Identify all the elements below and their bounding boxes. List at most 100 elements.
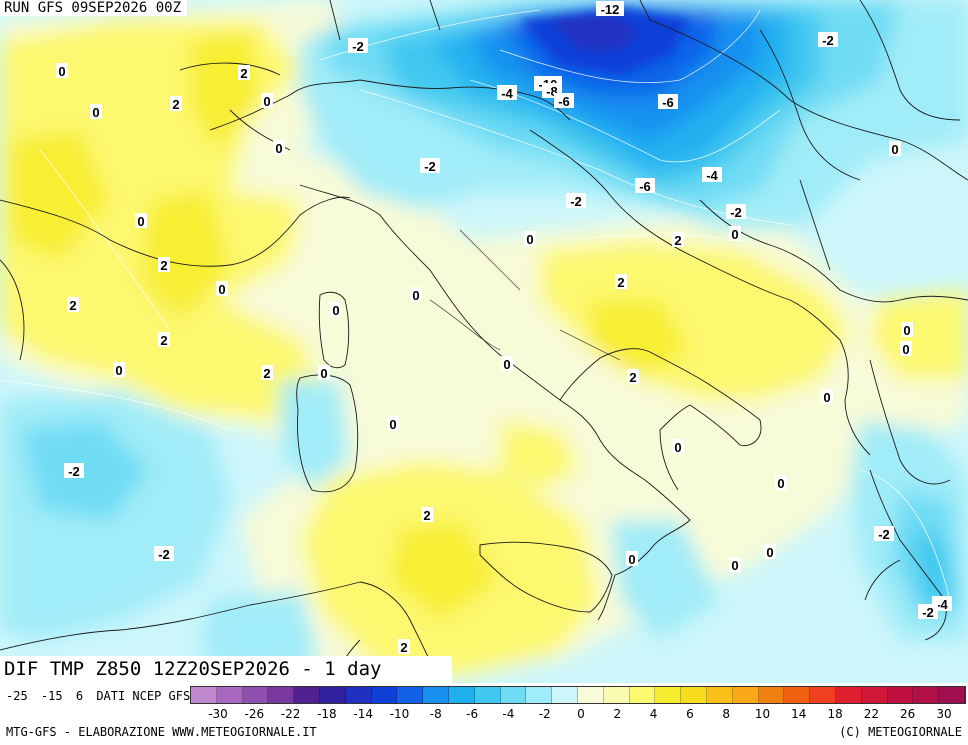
svg-text:0: 0 [412,288,419,303]
contour-value-label: -2 [726,204,746,220]
contour-value-label: 2 [238,65,250,81]
svg-text:0: 0 [58,64,65,79]
legend-swatch [655,687,682,703]
svg-text:0: 0 [891,142,898,157]
svg-text:0: 0 [263,94,270,109]
svg-text:2: 2 [69,298,76,313]
legend-swatch [706,687,733,703]
contour-value-label: 0 [889,141,901,157]
legend-tick-label: -18 [317,707,337,721]
contour-value-label: 0 [900,341,912,357]
contour-value-label: -12 [596,1,624,17]
isolines [0,9,951,601]
svg-text:2: 2 [263,366,270,381]
contour-value-label: -4 [702,167,722,183]
contour-value-label: 0 [273,140,285,156]
legend-swatch [784,687,811,703]
svg-text:-4: -4 [501,86,513,101]
legend-swatch [835,687,862,703]
contour-value-label: 2 [627,369,639,385]
legend-swatch [397,687,424,703]
svg-text:0: 0 [115,363,122,378]
temperature-anomaly-map[interactable]: -12-2-202-10-8-4-6-620000-2-4-6-2-200202… [0,0,968,683]
svg-text:-2: -2 [570,194,582,209]
svg-text:-12: -12 [601,2,620,17]
contour-value-label: 0 [387,416,399,432]
source-overlap-fragment: 6 [75,689,84,703]
legend-tick-label: 26 [900,707,916,721]
svg-text:2: 2 [172,97,179,112]
legend-swatch [939,687,965,703]
legend-swatch [191,687,217,703]
color-scale-legend [190,686,966,704]
legend-tick-label: 18 [827,707,843,721]
svg-text:0: 0 [275,141,282,156]
svg-text:2: 2 [400,640,407,655]
contour-value-label: 0 [318,365,330,381]
anomaly-shading [0,0,968,683]
svg-text:0: 0 [731,558,738,573]
svg-text:0: 0 [902,342,909,357]
contour-value-label: 0 [410,287,422,303]
legend-tick-label: 14 [791,707,807,721]
svg-text:2: 2 [674,233,681,248]
contour-value-label: -2 [154,546,174,562]
legend-tick-label: 8 [722,707,731,721]
svg-text:-6: -6 [558,94,570,109]
legend-swatch [603,687,630,703]
svg-text:0: 0 [389,417,396,432]
svg-text:0: 0 [503,357,510,372]
contour-value-label: 0 [821,389,833,405]
contour-value-label: 0 [775,475,787,491]
svg-text:2: 2 [617,275,624,290]
legend-swatch [681,687,707,703]
legend-swatch [423,687,449,703]
map-canvas: -12-2-202-10-8-4-6-620000-2-4-6-2-200202… [0,0,968,683]
svg-text:-6: -6 [639,179,651,194]
legend-tick-label: -14 [353,707,373,721]
contour-value-label: -4 [497,85,517,101]
run-label: RUN GFS 09SEP2026 00Z [0,0,188,16]
contour-labels: -12-2-202-10-8-4-6-620000-2-4-6-2-200202… [56,1,952,655]
svg-text:0: 0 [218,282,225,297]
contour-value-label: 2 [398,639,410,655]
svg-text:0: 0 [766,545,773,560]
footer-credit-left: MTG-GFS - ELABORAZIONE WWW.METEOGIORNALE… [6,725,317,739]
contour-value-label: 0 [626,551,638,567]
contour-value-label: -2 [918,604,938,620]
legend-tick-label: -6 [466,707,479,721]
contour-value-label: 2 [261,365,273,381]
contour-value-label: 0 [524,231,536,247]
legend-tick-label: 22 [863,707,880,721]
contour-value-label: -6 [658,94,678,110]
legend-swatch [371,687,398,703]
coastlines-and-borders [0,0,968,683]
legend-tick-label: 0 [577,707,585,721]
legend-swatch [732,687,759,703]
svg-text:2: 2 [160,258,167,273]
svg-text:-4: -4 [706,168,718,183]
contour-value-label: 0 [261,93,273,109]
legend-tick-label: 30 [936,707,952,721]
contour-value-label: 0 [135,213,147,229]
svg-text:-2: -2 [352,39,364,54]
svg-text:0: 0 [731,227,738,242]
legend-swatch [216,687,243,703]
svg-text:0: 0 [320,366,327,381]
contour-value-label: 0 [501,356,513,372]
legend-swatch [861,687,888,703]
contour-value-label: -2 [420,158,440,174]
contour-value-label: 0 [764,544,776,560]
color-scale-ticks: -30 -26 -22 -18 -14 -10 -8 -6 -4 -2 0 2 4 6 8 10 14 18 22 2… [190,707,966,723]
legend-swatch [810,687,836,703]
contour-value-label: 0 [113,362,125,378]
footer-credit-right: (C) METEOGIORNALE [839,725,962,739]
svg-text:2: 2 [160,333,167,348]
contour-value-label: -6 [554,93,574,109]
svg-text:-6: -6 [662,95,674,110]
legend-swatch [242,687,269,703]
contour-value-label: 0 [901,322,913,338]
contour-value-label: 0 [330,302,342,318]
legend-tick-label: 6 [686,707,694,721]
contour-value-label: -2 [348,38,368,54]
